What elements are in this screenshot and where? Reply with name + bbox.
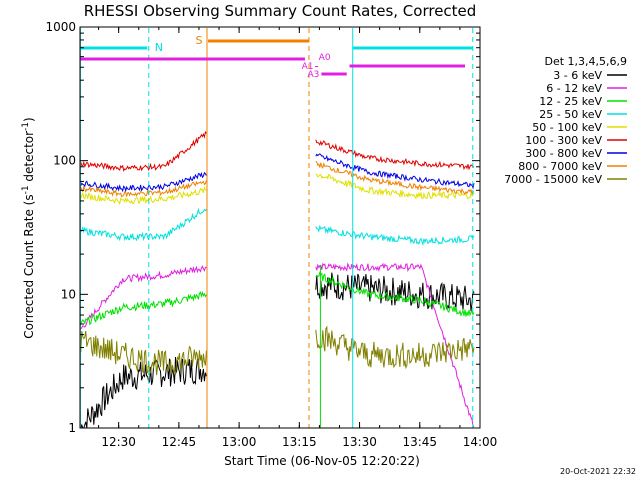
- x-axis-label: Start Time (06-Nov-05 12:20:22): [224, 454, 420, 468]
- y-axis-label: Corrected Count Rate (s-1 detector-1): [21, 117, 36, 338]
- legend-label-50-100-kev: 50 - 100 keV: [532, 121, 602, 134]
- x-tick-label-3: 13:15: [282, 435, 317, 449]
- ylabel-main: Corrected Count Rate (s: [22, 194, 36, 338]
- series-line-6-12-kev-pre: [80, 265, 207, 330]
- legend-label-25-50-kev: 25 - 50 keV: [539, 108, 602, 121]
- y-tick-label-1: 10: [61, 287, 76, 301]
- series-line-100-300-kev-pre: [80, 130, 207, 172]
- attenuator-label-a1: A1: [302, 62, 314, 72]
- x-tick-label-6: 14:00: [463, 435, 498, 449]
- tick-layer: 12:30 12:45 13:00 13:15 13:30 13:45 14:00 1 10 10…: [45, 20, 497, 449]
- night-marker-label: N: [155, 41, 163, 54]
- x-tick-label-2: 13:00: [222, 435, 257, 449]
- attenuator-label-a3: A3: [307, 70, 319, 80]
- ylabel-mid: detector: [22, 131, 36, 186]
- legend-title: Det 1,3,4,5,6,9: [544, 55, 627, 68]
- series-line-6-12-kev-post: [315, 262, 475, 428]
- footer-timestamp: 20-Oct-2021 22:32: [560, 467, 636, 476]
- series-line-12-25-kev-pre: [80, 290, 207, 326]
- plot-frame: [79, 26, 481, 429]
- series-line-7000-15000-kev-post: [315, 325, 475, 370]
- legend-label-3-6-kev: 3 - 6 keV: [553, 69, 602, 82]
- ylabel-exp1: -1: [21, 185, 31, 194]
- x-tick-label-5: 13:45: [402, 435, 437, 449]
- legend-label-7000-15000-kev: 7000 - 15000 keV: [504, 173, 602, 186]
- x-tick-label-1: 12:45: [162, 435, 197, 449]
- series-line-25-50-kev-pre: [80, 207, 207, 242]
- legend-label-300-800-kev: 300 - 800 keV: [525, 147, 602, 160]
- y-tick-label-3: 1000: [45, 20, 76, 34]
- x-tick-label-4: 13:30: [342, 435, 377, 449]
- series-line-7000-15000-kev-pre: [80, 330, 207, 376]
- y-tick-label-0: 1: [68, 421, 76, 435]
- series-line-50-100-kev-pre: [80, 185, 207, 206]
- series-line-25-50-kev-post: [315, 224, 475, 247]
- ylabel-exp2: -1: [21, 122, 31, 131]
- legend-label-100-300-kev: 100 - 300 keV: [525, 134, 602, 147]
- series-line-300-800-kev-pre: [80, 171, 207, 193]
- ylabel-end: ): [22, 117, 36, 122]
- series-line-3-6-kev-pre: [80, 356, 207, 429]
- legend-label-800-7000-kev: 800 - 7000 keV: [518, 160, 602, 173]
- saa-marker-label: S: [195, 34, 202, 47]
- series-line-12-25-kev-post: [315, 271, 475, 318]
- legend-label-6-12-kev: 6 - 12 keV: [546, 82, 602, 95]
- series-line-300-800-kev-post: [315, 153, 475, 190]
- chart-title: RHESSI Observing Summary Count Rates, Co…: [84, 2, 477, 20]
- series-line-800-7000-kev-pre: [80, 180, 207, 198]
- legend-label-12-25-kev: 12 - 25 keV: [539, 95, 602, 108]
- attenuator-label-a0: A0: [319, 53, 331, 63]
- series-line-50-100-kev-post: [315, 173, 475, 200]
- y-tick-label-2: 100: [53, 154, 76, 168]
- x-tick-label-0: 12:30: [101, 435, 136, 449]
- series-line-800-7000-kev-post: [315, 160, 475, 195]
- series-line-100-300-kev-post: [315, 139, 475, 171]
